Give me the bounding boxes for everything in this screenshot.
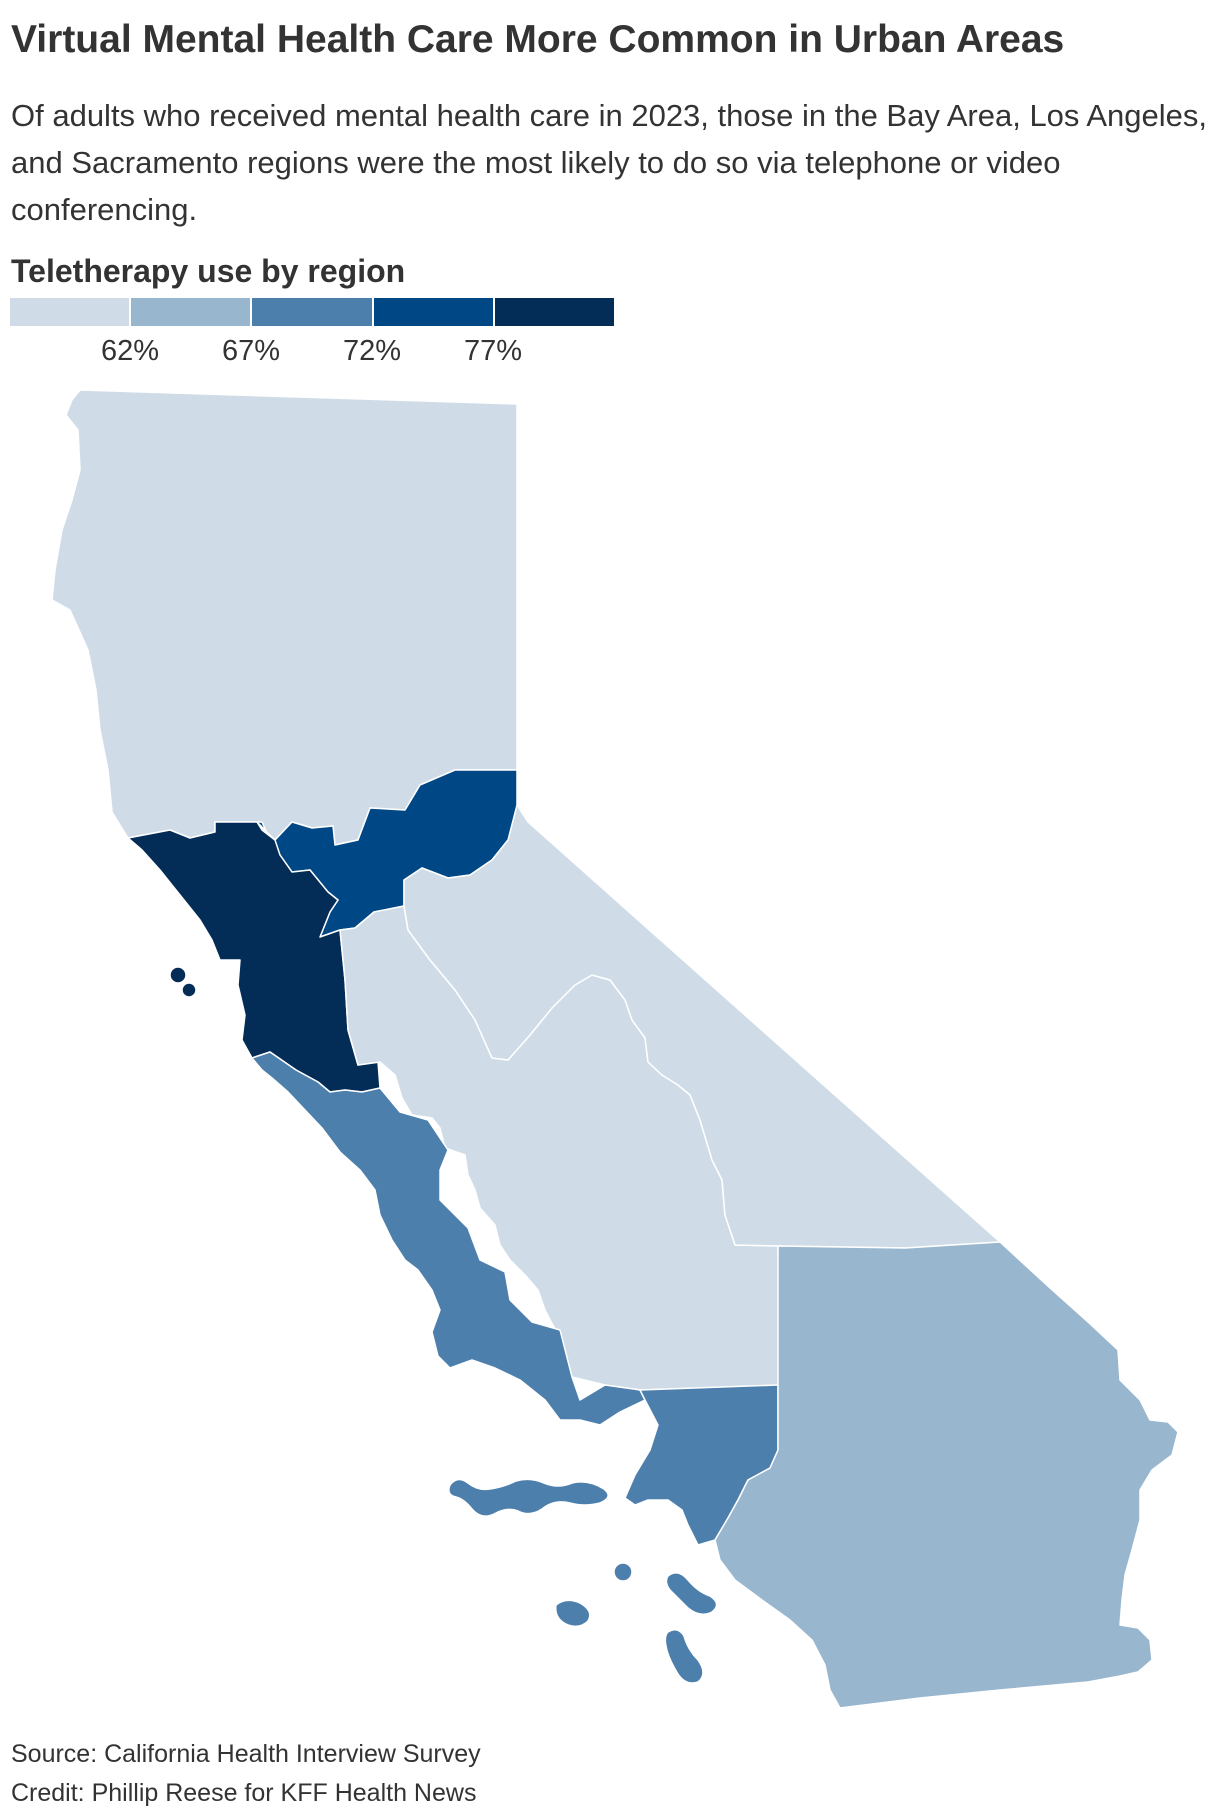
legend-swatch-5 [494, 298, 615, 326]
legend-tick-label: 67% [221, 335, 281, 367]
color-legend [10, 298, 615, 326]
legend-title: Teletherapy use by region [11, 253, 406, 289]
california-region-map [51, 389, 1179, 1709]
legend-swatch-1 [10, 298, 132, 326]
legend-swatch-3 [252, 298, 374, 326]
legend-tick-label: 62% [100, 335, 160, 367]
legend-swatch-4 [373, 298, 495, 326]
legend-tick-label: 77% [463, 335, 523, 367]
region-central-coast[interactable] [251, 1051, 646, 1426]
region-bay-area-island[interactable] [169, 966, 197, 998]
legend-tick-label: 72% [342, 335, 402, 367]
region-southern-inland[interactable] [714, 1241, 1179, 1709]
source-note: Source: California Health Interview Surv… [11, 1740, 481, 1768]
chart-subtitle: Of adults who received mental health car… [11, 98, 1207, 227]
region-central-sierra[interactable] [403, 804, 1001, 1249]
chart-title: Virtual Mental Health Care More Common i… [11, 18, 1065, 61]
region-channel-islands[interactable] [448, 1478, 718, 1684]
credit-note: Credit: Phillip Reese for KFF Health New… [11, 1779, 477, 1807]
legend-swatch-2 [131, 298, 253, 326]
